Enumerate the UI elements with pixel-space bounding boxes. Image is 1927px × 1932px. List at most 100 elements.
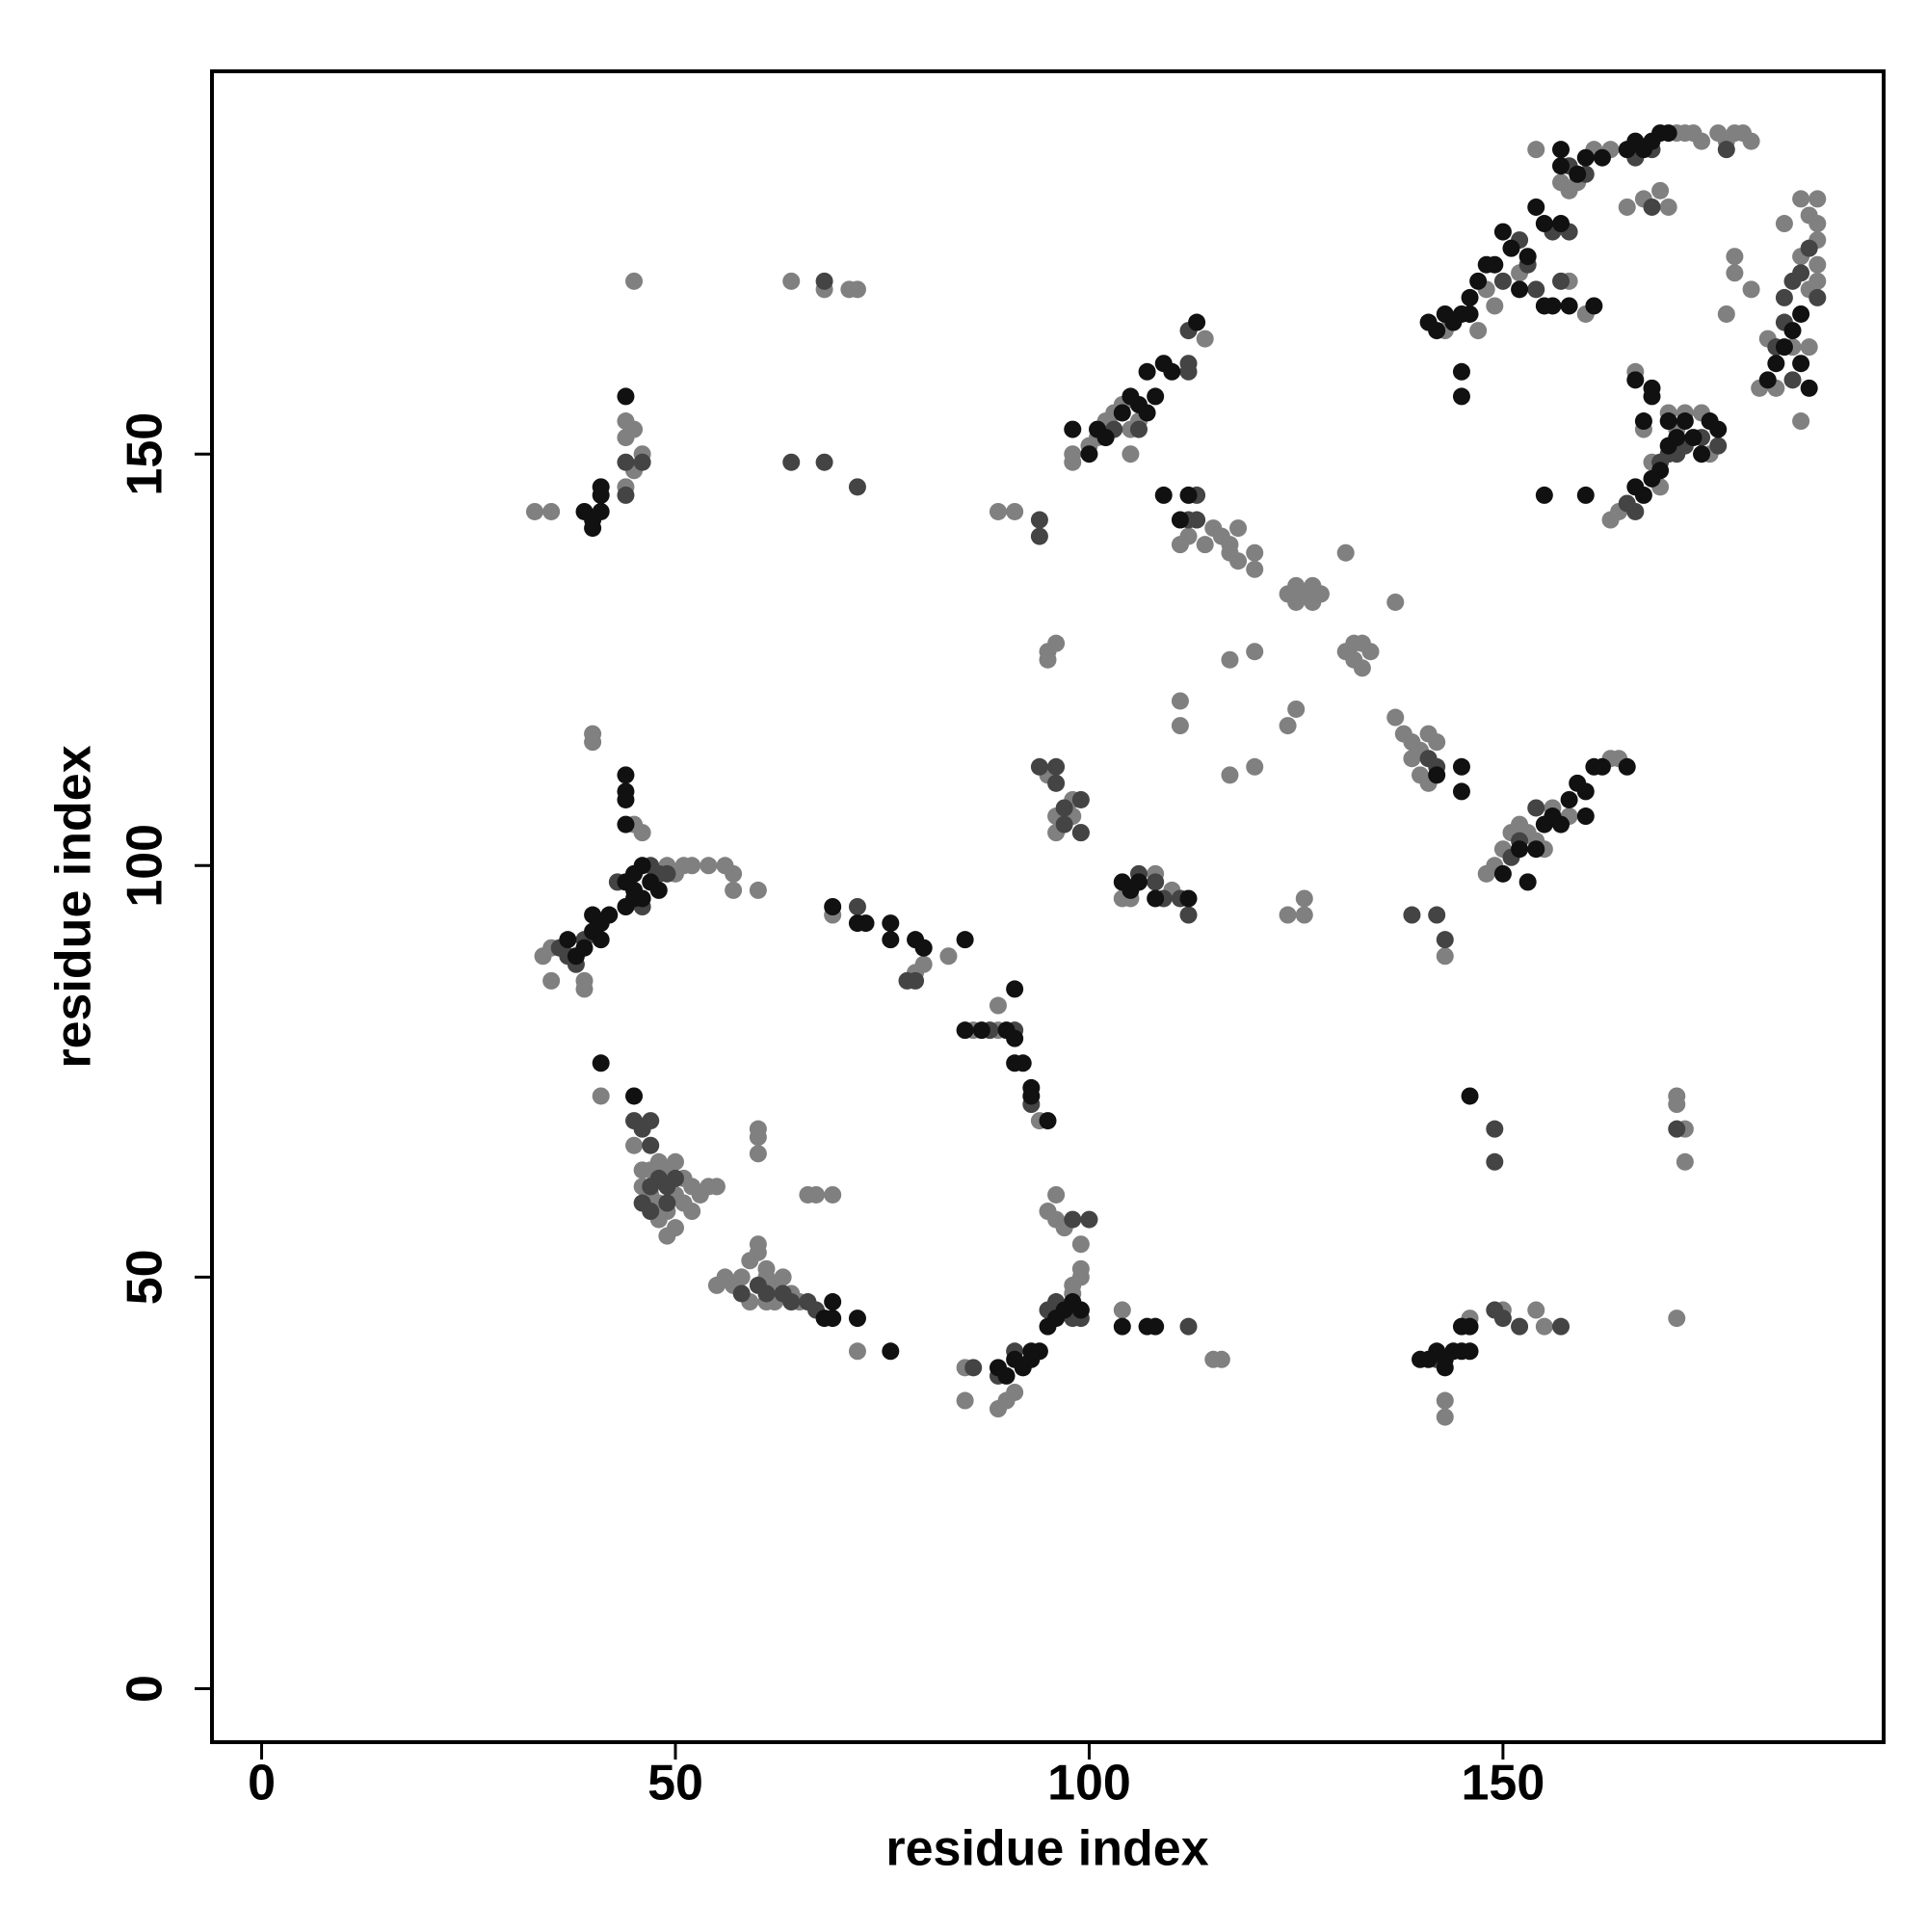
contact-point (1535, 215, 1553, 233)
contact-point (1179, 906, 1198, 924)
contact-point (1693, 445, 1711, 463)
contact-point (1783, 272, 1802, 290)
points-layer (525, 124, 1827, 1426)
contact-point (1535, 486, 1553, 504)
contact-point (848, 1310, 866, 1328)
contact-point (1055, 799, 1073, 817)
contact-point (1064, 420, 1082, 438)
contact-point (1792, 190, 1810, 208)
contact-point (1452, 362, 1470, 381)
contact-point (749, 881, 767, 899)
contact-point (1154, 486, 1173, 504)
contact-point (1047, 634, 1066, 652)
contact-point (997, 1366, 1016, 1385)
contact-point (1279, 906, 1297, 924)
contact-point (1196, 536, 1214, 554)
contact-point (1006, 980, 1024, 998)
contact-point (848, 478, 866, 496)
contact-point (1808, 190, 1827, 208)
contact-point (1717, 304, 1735, 323)
contact-point (1080, 1210, 1098, 1229)
contact-point (1147, 387, 1165, 406)
contact-point (1651, 462, 1670, 480)
contact-point (1560, 790, 1578, 808)
contact-point (1560, 297, 1578, 315)
contact-point (1527, 1301, 1545, 1319)
contact-point (1576, 807, 1595, 826)
contact-point (1188, 511, 1206, 529)
contact-point (1064, 453, 1082, 471)
contact-point (1626, 502, 1645, 520)
contact-point (824, 1310, 842, 1328)
plot-frame (210, 69, 1886, 1744)
contact-point (1071, 1301, 1090, 1319)
contact-point (592, 502, 610, 520)
contact-point (1493, 272, 1512, 290)
contact-point (592, 931, 610, 949)
contact-point (617, 429, 635, 447)
contact-point (964, 1359, 983, 1377)
contact-point (807, 1185, 826, 1204)
contact-point (1676, 1152, 1694, 1171)
contact-point (1775, 215, 1793, 233)
contact-point (1486, 297, 1504, 315)
contact-point (824, 898, 842, 915)
contact-point (1436, 947, 1454, 966)
contact-point (1527, 198, 1545, 216)
contact-point (567, 947, 585, 966)
contact-point (1030, 757, 1048, 776)
x-tick-label: 0 (248, 1756, 276, 1812)
contact-point (1742, 132, 1760, 150)
contact-point (1626, 371, 1645, 389)
contact-point (1229, 552, 1248, 570)
contact-point (575, 980, 594, 998)
contact-point (625, 889, 644, 908)
contact-point (1758, 371, 1777, 389)
contact-point (1511, 280, 1529, 299)
contact-point (1436, 1391, 1454, 1410)
contact-point (1287, 700, 1306, 718)
contact-point (666, 1152, 684, 1171)
contact-point (907, 971, 925, 990)
contact-point (1179, 889, 1198, 908)
contact-point (1518, 248, 1537, 266)
contact-point (1171, 511, 1189, 529)
contact-point (882, 1342, 900, 1361)
contact-point (1461, 1342, 1479, 1361)
contact-point (774, 1268, 792, 1286)
contact-point (1221, 766, 1239, 784)
contact-point (1246, 643, 1264, 661)
contact-point (1783, 371, 1802, 389)
contact-point (1039, 1112, 1057, 1130)
contact-point (1171, 717, 1189, 735)
contact-point (939, 947, 958, 966)
contact-point (1552, 815, 1571, 834)
contact-point (633, 824, 651, 842)
contact-point (1022, 1087, 1041, 1105)
contact-point (1668, 1120, 1686, 1138)
contact-point (1552, 173, 1571, 192)
contact-point (1726, 248, 1744, 266)
contact-point (1428, 733, 1446, 752)
contact-point (914, 955, 933, 973)
contact-point (749, 1145, 767, 1163)
contact-point (584, 906, 602, 924)
contact-point (1808, 255, 1827, 274)
contact-point (1064, 1210, 1082, 1229)
contact-point (1163, 362, 1181, 381)
contact-point (1634, 486, 1652, 504)
contact-point (658, 864, 676, 883)
contact-point (1229, 519, 1248, 538)
contact-point (683, 857, 701, 875)
contact-point (592, 1054, 610, 1072)
contact-point (592, 478, 610, 496)
contact-point (956, 1391, 974, 1410)
contact-point (1808, 215, 1827, 233)
contact-point (1428, 766, 1446, 784)
contact-point (1775, 338, 1793, 357)
contact-point (1684, 429, 1703, 447)
contact-point (1527, 840, 1545, 859)
y-tick-label: 50 (118, 1249, 173, 1305)
contact-point (1246, 757, 1264, 776)
contact-point (1792, 304, 1810, 323)
